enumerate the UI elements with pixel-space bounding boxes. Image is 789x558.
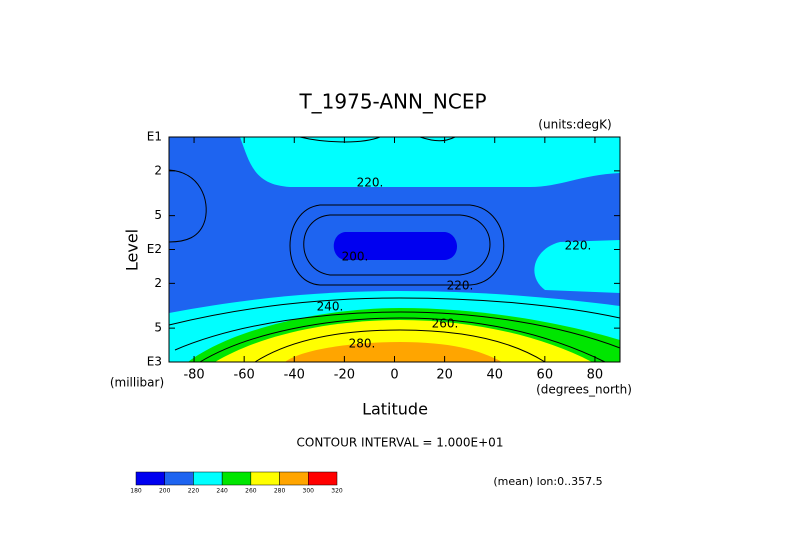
colorbar-swatch	[279, 471, 309, 486]
colorbar-label: 240	[216, 488, 228, 495]
contour-line	[199, 317, 606, 363]
colorbar-label: 220	[188, 488, 200, 495]
colorbar-swatch	[164, 471, 194, 486]
colorbar-label: 200	[159, 488, 171, 495]
contour-band	[215, 320, 592, 362]
y-axis-label: Level	[123, 229, 142, 271]
contour-label: 200.	[342, 250, 369, 264]
x-tick-label: 0	[390, 368, 398, 383]
colorbar-swatch	[221, 471, 252, 486]
contour-line	[299, 136, 381, 143]
colorbar-label: 180	[130, 488, 142, 495]
colorbar-swatch	[250, 471, 280, 486]
x-tick-label: -80	[183, 368, 204, 383]
y-tick-label: 5	[154, 321, 162, 335]
y-tick-label: 5	[154, 208, 162, 222]
x-tick-label: -40	[284, 368, 305, 383]
contour-line	[303, 214, 491, 276]
contour-label: 220.	[565, 239, 592, 253]
chart-title: T_1975-ANN_NCEP	[298, 90, 486, 114]
x-tick-label: -60	[234, 368, 255, 383]
contour-band	[240, 137, 620, 187]
contour-band	[168, 169, 207, 243]
contour-line	[174, 311, 621, 351]
contour-label: 260.	[432, 317, 459, 331]
contour-line	[419, 136, 456, 142]
y-tick-label: E2	[147, 242, 162, 256]
colorbar-label: 320	[331, 488, 343, 495]
note: (mean) lon:0..357.5	[493, 475, 602, 488]
y-unit-label: (millibar)	[110, 376, 164, 390]
contour-line	[289, 204, 505, 286]
colorbar-swatch	[308, 471, 338, 486]
contour-label: 220.	[357, 176, 384, 190]
contour-label: 240.	[317, 300, 344, 314]
contour-band	[285, 342, 502, 362]
colorbar-label: 280	[274, 488, 286, 495]
colorbar-label: 300	[303, 488, 315, 495]
x-axis-label: Latitude	[362, 400, 428, 419]
y-tick-label: E3	[147, 355, 162, 369]
colorbar-swatch	[135, 471, 165, 486]
colorbar-swatch	[193, 471, 223, 486]
y-tick-label: E1	[147, 130, 162, 144]
contour-band	[534, 240, 620, 293]
y-tick-label: 2	[154, 276, 162, 290]
x-tick-label: -20	[334, 368, 355, 383]
x-tick-label: 20	[436, 368, 453, 383]
x-unit-label: (degrees_north)	[536, 383, 632, 397]
x-tick-label: 60	[537, 368, 554, 383]
contour-label: 280.	[349, 337, 376, 351]
y-tick-label: 2	[154, 163, 162, 177]
footer: CONTOUR INTERVAL = 1.000E+01	[297, 436, 504, 450]
colorbar-label: 260	[245, 488, 257, 495]
x-tick-label: 40	[486, 368, 503, 383]
contour-line	[254, 329, 546, 363]
contour-label: 220.	[447, 279, 474, 293]
units-label: (units:degK)	[538, 118, 611, 132]
x-tick-label: 80	[587, 368, 604, 383]
contour-line	[168, 297, 621, 326]
contour-band	[333, 232, 458, 260]
